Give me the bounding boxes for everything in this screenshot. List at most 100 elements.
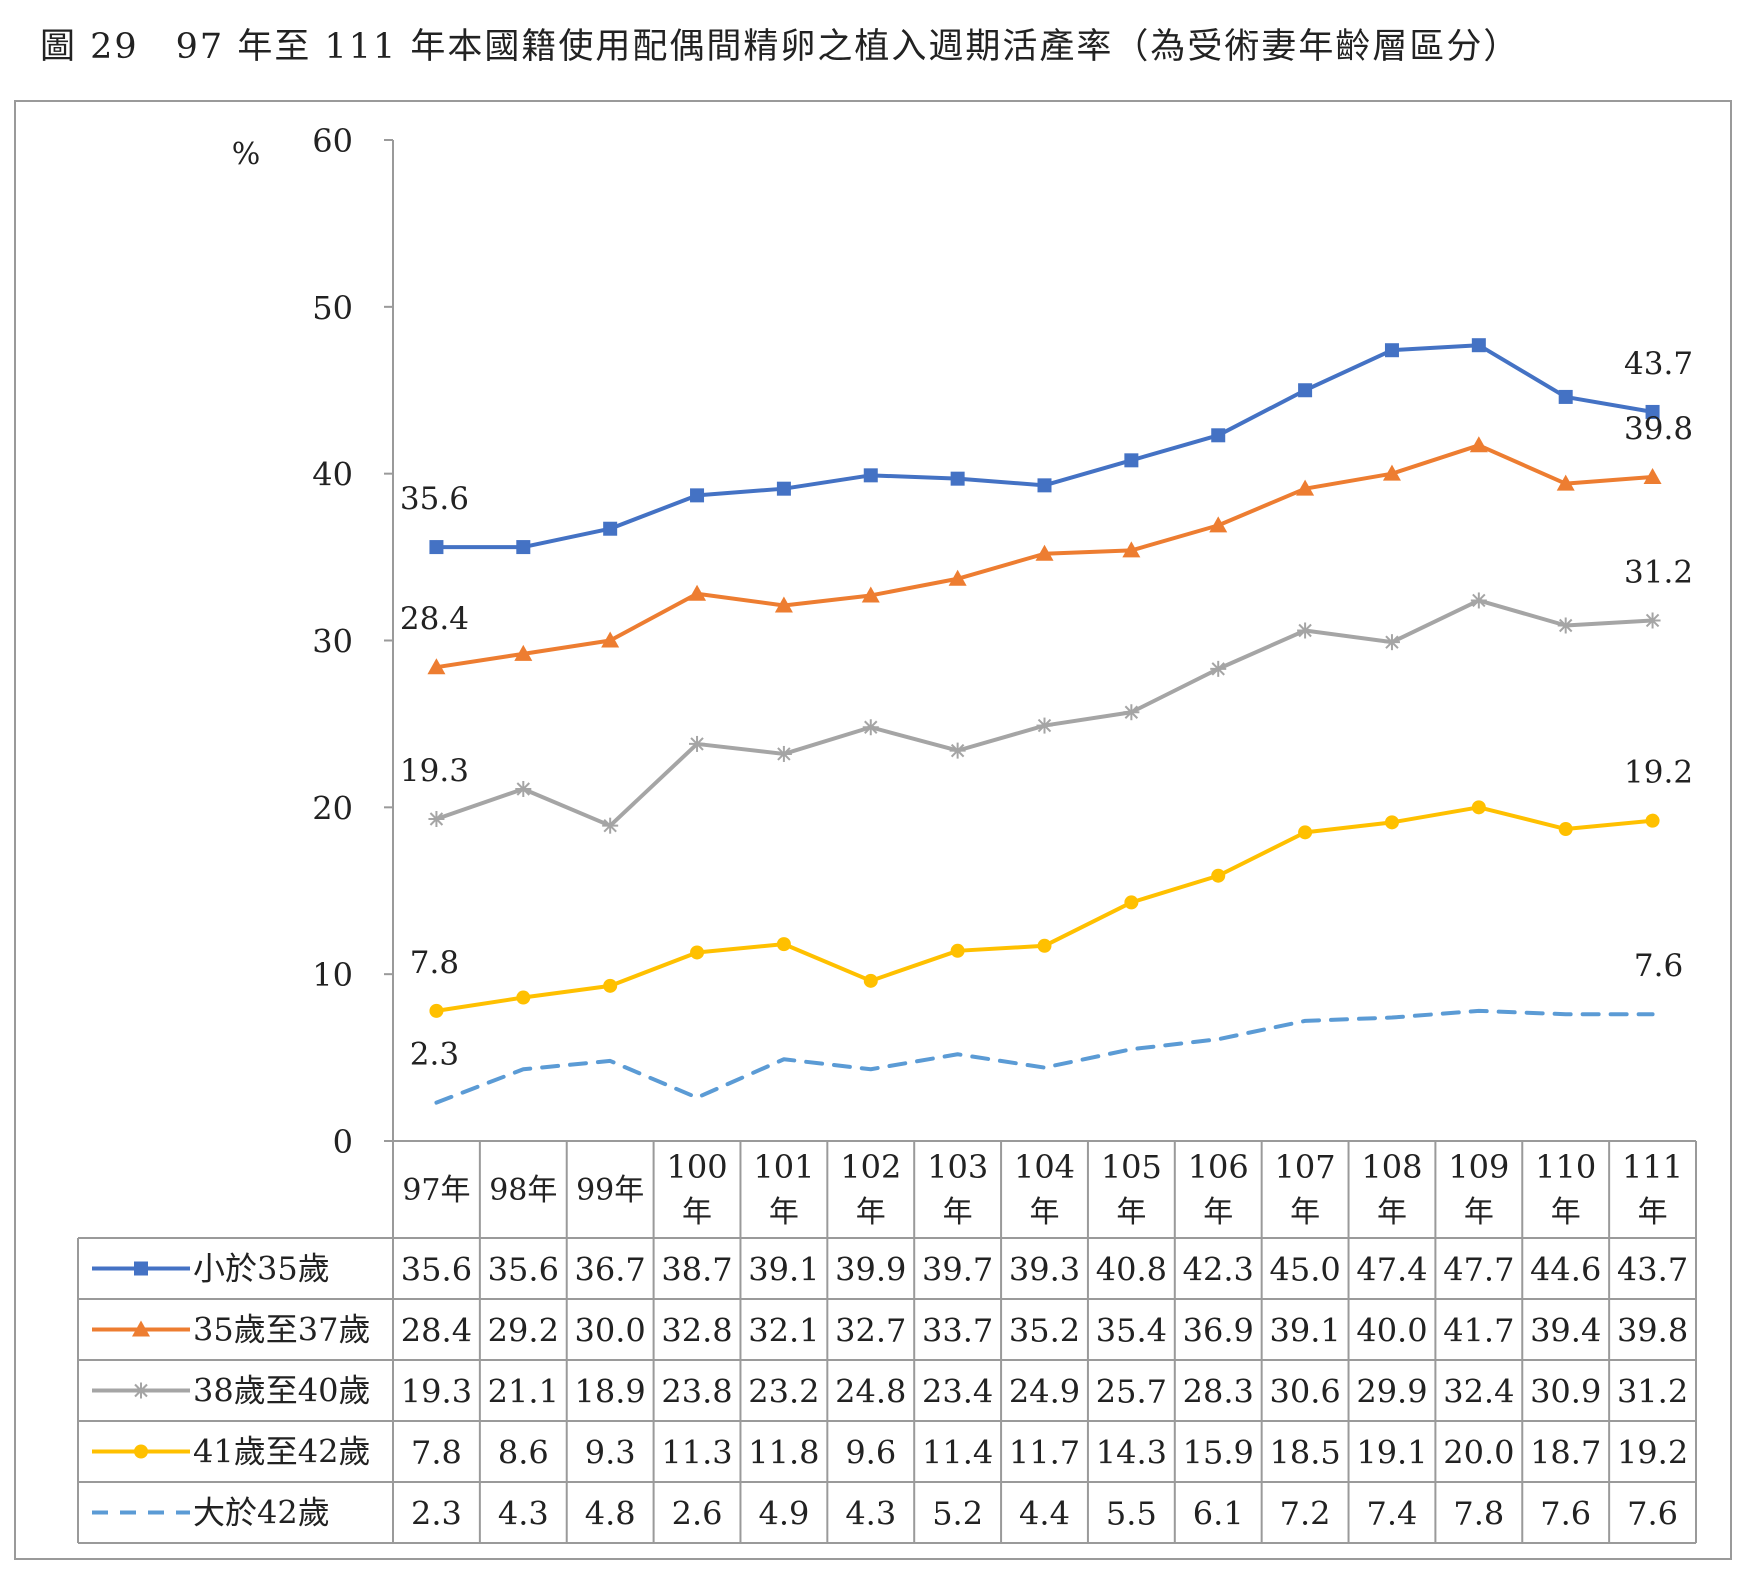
- marker-triangle: [427, 658, 446, 675]
- marker-triangle: [1209, 516, 1228, 533]
- table-cell: 2.6: [672, 1495, 723, 1533]
- table-cell: 33.7: [922, 1312, 993, 1350]
- marker-star-stroke: [950, 743, 965, 758]
- marker-star-stroke: [603, 818, 617, 833]
- x-tick-label: 108: [1361, 1148, 1422, 1186]
- x-tick-label: 109: [1448, 1148, 1509, 1186]
- table-cell: 11.7: [1009, 1434, 1080, 1472]
- data-label: 43.7: [1624, 346, 1693, 382]
- marker-star: [689, 735, 706, 752]
- marker-star-stroke: [1645, 613, 1660, 628]
- marker-triangle: [774, 596, 793, 613]
- marker-circle: [1124, 895, 1139, 910]
- table-cell: 39.7: [922, 1251, 993, 1289]
- x-tick-label: 年: [1638, 1195, 1668, 1230]
- table-cell: 39.3: [1009, 1251, 1080, 1289]
- plot-area: [427, 338, 1662, 1105]
- x-tick-label: 106: [1188, 1148, 1249, 1186]
- marker-triangle: [1556, 474, 1575, 491]
- marker-circle: [776, 937, 791, 952]
- marker-star-stroke: [429, 812, 444, 826]
- table-cell: 4.8: [585, 1495, 636, 1533]
- x-tick-label: 100: [666, 1148, 727, 1186]
- table-cell: 29.2: [488, 1312, 559, 1350]
- table-cell: 39.4: [1530, 1312, 1601, 1350]
- legend-label: 38歲至40歲: [193, 1372, 370, 1410]
- table-cell: 23.4: [922, 1373, 993, 1411]
- table-row: 小於35歲 35.6 35.6 36.7 38.7 39.1 39.9 39.7 39.3 40.…: [92, 1250, 1688, 1289]
- data-label: 39.8: [1624, 411, 1693, 447]
- marker-circle: [429, 1003, 444, 1018]
- figure-title: 圖 29 97 年至 111 年本國籍使用配偶間精卵之植入週期活產率（為受術妻年…: [40, 27, 1521, 67]
- marker-circle: [1558, 822, 1573, 837]
- table-cell: 35.2: [1009, 1312, 1080, 1350]
- table-cell: 2.3: [411, 1495, 462, 1533]
- marker-star-stroke: [1037, 718, 1052, 733]
- table-cell: 19.2: [1617, 1434, 1688, 1472]
- marker-square: [1037, 478, 1052, 493]
- table-row: 大於42歲 2.3 4.3 4.8 2.6 4.9 4.3 5.2 4.4 5.5 6.1 7.2 7.…: [92, 1494, 1678, 1533]
- marker-square: [1124, 453, 1139, 468]
- table-cell: 7.8: [411, 1434, 462, 1472]
- series-5: [434, 1008, 1655, 1105]
- marker-triangle: [948, 569, 967, 586]
- table-cell: 39.1: [1269, 1312, 1340, 1350]
- table-cell: 38.7: [661, 1251, 732, 1289]
- table-cell: 28.3: [1183, 1373, 1254, 1411]
- table-cell: 44.6: [1530, 1251, 1601, 1289]
- marker-star-stroke: [1124, 705, 1139, 719]
- table-cell: 9.3: [585, 1434, 636, 1472]
- table-cell: 29.9: [1356, 1373, 1427, 1411]
- marker-square: [1211, 428, 1226, 443]
- x-tick-label: 年: [1551, 1195, 1581, 1230]
- data-label: 28.4: [400, 601, 469, 637]
- table-cell: 19.1: [1356, 1434, 1427, 1472]
- table-cell: 4.3: [845, 1495, 896, 1533]
- table-cell: 36.9: [1183, 1312, 1254, 1350]
- table-cell: 35.6: [401, 1251, 472, 1289]
- marker-star: [775, 745, 792, 762]
- table-cell: 30.0: [575, 1312, 646, 1350]
- marker-square: [1298, 383, 1313, 398]
- marker-circle: [1037, 938, 1052, 953]
- x-tick-label: 103: [927, 1148, 988, 1186]
- x-tick-label: 年: [1377, 1195, 1407, 1230]
- marker-circle: [516, 990, 531, 1005]
- x-tick-label: 105: [1101, 1148, 1162, 1186]
- series-2: [427, 436, 1662, 675]
- marker-circle: [603, 978, 618, 993]
- table-cell: 42.3: [1183, 1251, 1254, 1289]
- legend-label: 大於42歲: [193, 1494, 330, 1532]
- marker-triangle: [861, 586, 880, 603]
- table-cell: 43.7: [1617, 1251, 1688, 1289]
- x-tick-label: 104: [1014, 1148, 1075, 1186]
- marker-star-stroke: [777, 747, 791, 761]
- marker-triangle: [1035, 544, 1054, 561]
- table-cell: 4.4: [1019, 1495, 1070, 1533]
- table-cell: 5.5: [1106, 1495, 1157, 1533]
- table-cell: 47.4: [1356, 1251, 1427, 1289]
- x-tick-label: 年: [1203, 1195, 1233, 1230]
- y-tick-label: 30: [312, 623, 353, 661]
- x-tick-label: 年: [1030, 1195, 1060, 1230]
- marker-triangle: [132, 1320, 150, 1337]
- marker-star-stroke: [864, 720, 878, 734]
- y-axis: 0 10 20 30 40 50 60%: [232, 122, 394, 1161]
- table-cell: 5.2: [932, 1495, 983, 1533]
- table-cell: 32.1: [748, 1312, 819, 1350]
- marker-star-stroke: [1558, 618, 1573, 633]
- marker-square: [1384, 343, 1399, 358]
- marker-circle: [950, 943, 965, 958]
- y-tick-label: 0: [333, 1123, 353, 1161]
- marker-square: [603, 521, 618, 536]
- marker-star: [1470, 592, 1487, 609]
- table-cell: 25.7: [1096, 1373, 1167, 1411]
- data-label: 2.3: [410, 1037, 459, 1073]
- table-cell: 9.6: [845, 1434, 896, 1472]
- data-label: 7.6: [1634, 948, 1683, 984]
- x-tick-label: 101: [753, 1148, 814, 1186]
- chart-frame: [14, 100, 1732, 1560]
- x-tick-label: 年: [1464, 1195, 1494, 1230]
- x-tick-label: 111: [1622, 1148, 1683, 1186]
